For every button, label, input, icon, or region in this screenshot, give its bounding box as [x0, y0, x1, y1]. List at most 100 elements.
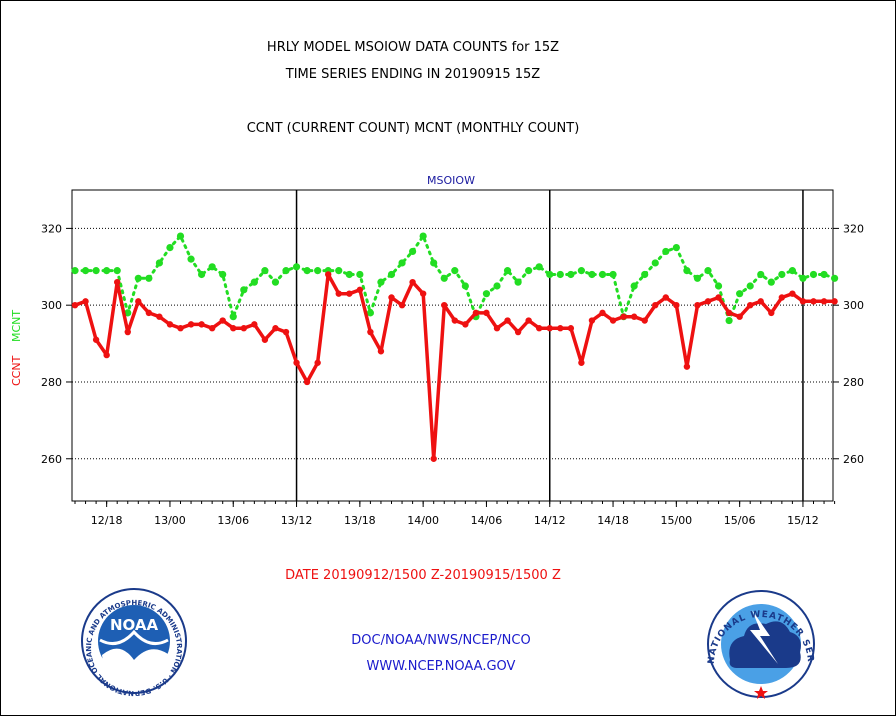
mcnt-point	[398, 259, 406, 267]
x-axis: 12/18 13/00 13/06 13/12 13/18 14/00 14/06 14/12…	[74, 501, 836, 527]
ccnt-point	[483, 309, 490, 317]
mcnt-point	[746, 282, 754, 290]
mcnt-point	[651, 259, 659, 267]
footer-date-range: DATE 20190912/1500 Z-20190915/1500 Z	[285, 568, 561, 583]
mcnt-point	[556, 270, 564, 279]
ccnt-point	[683, 363, 691, 370]
ccnt-point	[546, 325, 553, 332]
ccnt-point	[725, 309, 733, 317]
mcnt-point	[799, 274, 807, 282]
ccnt-point	[314, 359, 321, 366]
mcnt-point	[124, 309, 132, 317]
mcnt-point	[778, 270, 786, 279]
ccnt-point	[514, 328, 522, 336]
title-line-2: TIME SERIES ENDING IN 20190915 15Z	[285, 67, 541, 82]
y-tick-label-right: 300	[843, 299, 864, 312]
mcnt-point	[187, 255, 195, 263]
mcnt-point	[693, 274, 702, 282]
ccnt-point	[599, 309, 606, 317]
noaa-logo-text: NOAA	[110, 616, 159, 634]
mcnt-point	[71, 267, 79, 275]
plot-area	[71, 189, 834, 502]
y-tick-label-right: 260	[843, 453, 864, 466]
mcnt-point	[440, 274, 448, 282]
mcnt-point	[314, 267, 322, 275]
ccnt-point	[472, 309, 480, 317]
mcnt-point	[514, 278, 522, 286]
mcnt-point	[134, 274, 142, 282]
mcnt-point	[767, 278, 775, 286]
ccnt-point	[462, 321, 469, 328]
ccnt-point	[398, 301, 406, 309]
y-tick-label-left: 320	[41, 222, 62, 235]
footer-website: WWW.NCEP.NOAA.GOV	[367, 659, 516, 674]
ccnt-point	[704, 298, 712, 305]
ccnt-point	[272, 325, 279, 332]
ccnt-point	[831, 298, 838, 305]
mcnt-point	[535, 263, 543, 271]
ccnt-point	[230, 325, 237, 332]
x-tick-label: 14/00	[407, 514, 439, 527]
ccnt-point	[388, 294, 395, 301]
x-tick-label: 13/00	[154, 514, 186, 527]
ccnt-point	[715, 294, 722, 301]
mcnt-point	[176, 232, 185, 240]
mcnt-point	[103, 267, 111, 275]
ccnt-point	[609, 317, 617, 324]
mcnt-point	[630, 282, 638, 290]
ccnt-point	[356, 286, 364, 294]
mcnt-point	[113, 267, 121, 275]
mcnt-point	[525, 267, 533, 275]
mcnt-point	[81, 267, 90, 275]
ccnt-point	[261, 336, 269, 343]
mcnt-point	[546, 270, 554, 279]
mcnt-point	[219, 270, 227, 279]
ccnt-point	[177, 325, 184, 332]
svg-text:NATIONAL OCEANIC AND ATMOSPHER: NATIONAL OCEANIC AND ATMOSPHERIC ADMINIS…	[0, 0, 183, 697]
ccnt-point	[588, 317, 596, 324]
x-tick-label: 15/00	[660, 514, 692, 527]
mcnt-point	[261, 267, 269, 275]
mcnt-point	[292, 263, 301, 271]
ccnt-point	[409, 278, 416, 286]
ccnt-point	[810, 298, 817, 305]
ccnt-point	[82, 298, 89, 305]
mcnt-point	[788, 267, 797, 275]
series-ccnt	[71, 271, 838, 462]
mcnt-point	[588, 270, 596, 279]
x-tick-label: 14/06	[471, 514, 503, 527]
mcnt-point	[145, 274, 153, 282]
ccnt-point	[251, 321, 258, 328]
mcnt-point	[567, 270, 575, 279]
ccnt-point	[757, 298, 764, 305]
mcnt-point	[166, 243, 174, 252]
y-tick-label-left: 300	[41, 299, 62, 312]
mcnt-point	[831, 274, 839, 282]
mcnt-point	[155, 259, 163, 267]
mcnt-point	[641, 270, 649, 279]
ccnt-point	[504, 317, 511, 324]
y-tick-label-left: 260	[41, 453, 62, 466]
mcnt-point	[250, 278, 258, 286]
ccnt-point	[103, 351, 110, 359]
ccnt-point	[219, 317, 226, 324]
mcnt-point	[598, 270, 607, 279]
ccnt-point	[71, 301, 79, 309]
ccnt-point	[166, 321, 174, 328]
ccnt-point	[335, 290, 342, 297]
ylabel-mcnt: MCNT	[10, 310, 23, 342]
ccnt-point	[799, 298, 807, 305]
mcnt-point	[683, 267, 691, 275]
ccnt-point	[124, 328, 131, 336]
ccnt-point	[493, 325, 501, 332]
mcnt-point	[736, 290, 744, 298]
mcnt-point	[366, 309, 374, 317]
x-tick-label: 14/12	[534, 514, 566, 527]
mcnt-point	[271, 278, 280, 286]
mcnt-point	[419, 232, 427, 240]
ccnt-point	[198, 321, 205, 328]
x-tick-label: 15/12	[787, 514, 819, 527]
ccnt-point	[451, 317, 458, 324]
mcnt-point	[451, 267, 459, 275]
